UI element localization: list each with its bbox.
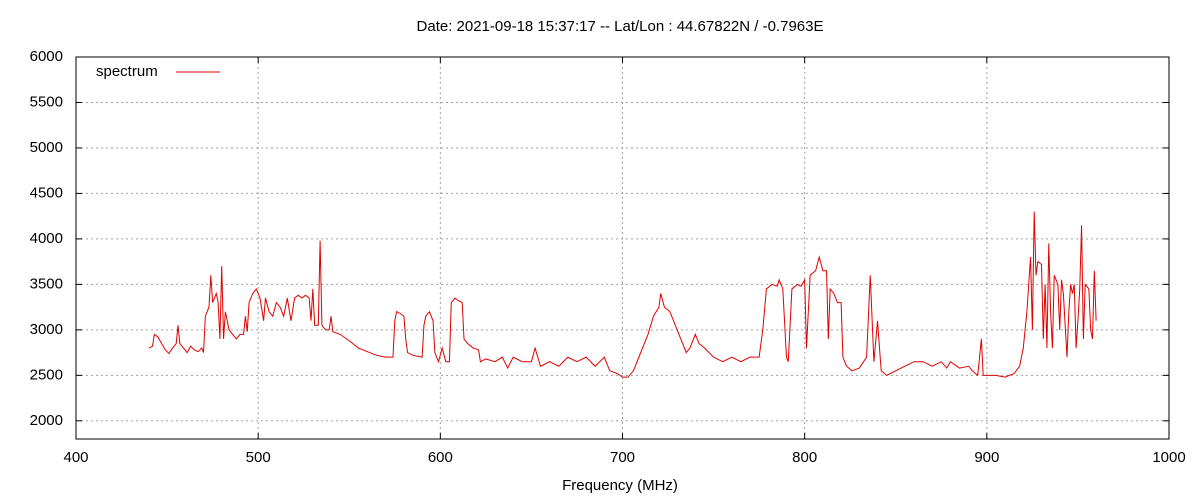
y-tick-label: 4000 — [30, 230, 63, 247]
plot-frame — [75, 56, 1170, 440]
legend-label: spectrum — [96, 63, 158, 80]
y-tick-label: 2500 — [30, 366, 63, 383]
x-tick-label: 900 — [974, 449, 999, 466]
chart-title: Date: 2021-09-18 15:37:17 -- Lat/Lon : 4… — [417, 18, 824, 35]
y-tick-label: 4500 — [30, 184, 63, 201]
y-tick-label: 6000 — [30, 48, 63, 65]
y-tick-label: 5500 — [30, 93, 63, 110]
x-axis-label: Frequency (MHz) — [562, 477, 678, 494]
spectrum-line — [148, 211, 1097, 378]
x-tick-label: 800 — [792, 449, 817, 466]
x-tick-label: 400 — [63, 449, 88, 466]
x-tick-label: 1000 — [1152, 449, 1185, 466]
y-tick-label: 5000 — [30, 139, 63, 156]
x-tick-label: 700 — [610, 449, 635, 466]
y-tick-label: 3000 — [30, 321, 63, 338]
x-tick-label: 600 — [428, 449, 453, 466]
x-tick-label: 500 — [246, 449, 271, 466]
y-tick-label: 3500 — [30, 275, 63, 292]
y-tick-label: 2000 — [30, 412, 63, 429]
